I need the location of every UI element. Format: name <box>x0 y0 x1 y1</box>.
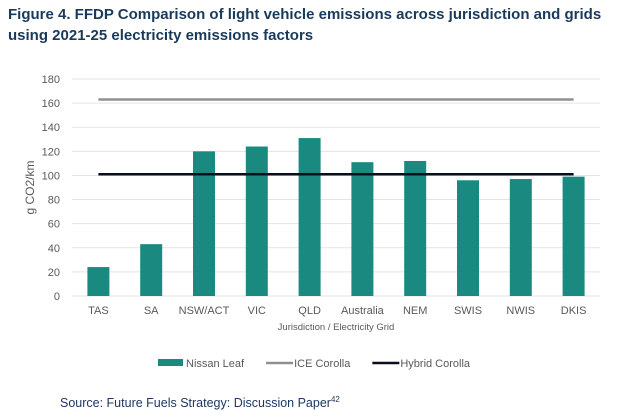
bar-dkis <box>562 176 585 296</box>
x-tick-label: NSW/ACT <box>179 305 230 317</box>
x-tick-label: SWIS <box>454 305 482 317</box>
x-tick-label: Australia <box>341 305 385 317</box>
y-axis-label: g CO2/km <box>23 160 37 214</box>
x-tick-label: SA <box>144 305 159 317</box>
chart-title: Figure 4. FFDP Comparison of light vehic… <box>8 6 602 44</box>
bar-tas <box>87 267 110 296</box>
y-tick-label: 160 <box>42 98 60 110</box>
x-tick-label: NEM <box>403 305 427 317</box>
y-tick-label: 100 <box>42 170 60 182</box>
y-tick-label: 40 <box>48 243 60 255</box>
legend-label: ICE Corolla <box>294 358 351 370</box>
legend-label: Nissan Leaf <box>186 358 245 370</box>
y-tick-label: 140 <box>42 122 60 134</box>
bar-vic <box>245 146 268 296</box>
legend-label: Hybrid Corolla <box>400 358 471 370</box>
bar-nem <box>404 160 427 296</box>
y-tick-label: 0 <box>54 291 60 303</box>
source-text: Source: Future Fuels Strategy: Discussio… <box>60 396 331 411</box>
bar-swis <box>457 180 479 296</box>
x-tick-label: VIC <box>248 305 266 317</box>
x-axis-label: Jurisdiction / Electricity Grid <box>278 322 395 333</box>
source-footnote: 42 <box>330 395 340 404</box>
bar-sa <box>140 244 163 296</box>
y-tick-label: 120 <box>42 146 60 158</box>
y-tick-label: 80 <box>48 195 60 207</box>
x-tick-label: DKIS <box>561 305 587 317</box>
bar-qld <box>298 138 321 296</box>
legend-swatch-bar <box>158 359 183 366</box>
bar-nwis <box>509 179 532 296</box>
y-tick-label: 180 <box>42 74 60 86</box>
x-tick-label: NWIS <box>506 305 535 317</box>
x-tick-label: TAS <box>88 305 109 317</box>
bar-nsw/act <box>193 151 215 296</box>
x-tick-label: QLD <box>298 305 321 317</box>
bar-australia <box>351 162 374 296</box>
y-tick-label: 20 <box>48 267 60 279</box>
source-note: Source: Future Fuels Strategy: Discussio… <box>60 395 340 410</box>
y-tick-label: 60 <box>48 219 60 231</box>
